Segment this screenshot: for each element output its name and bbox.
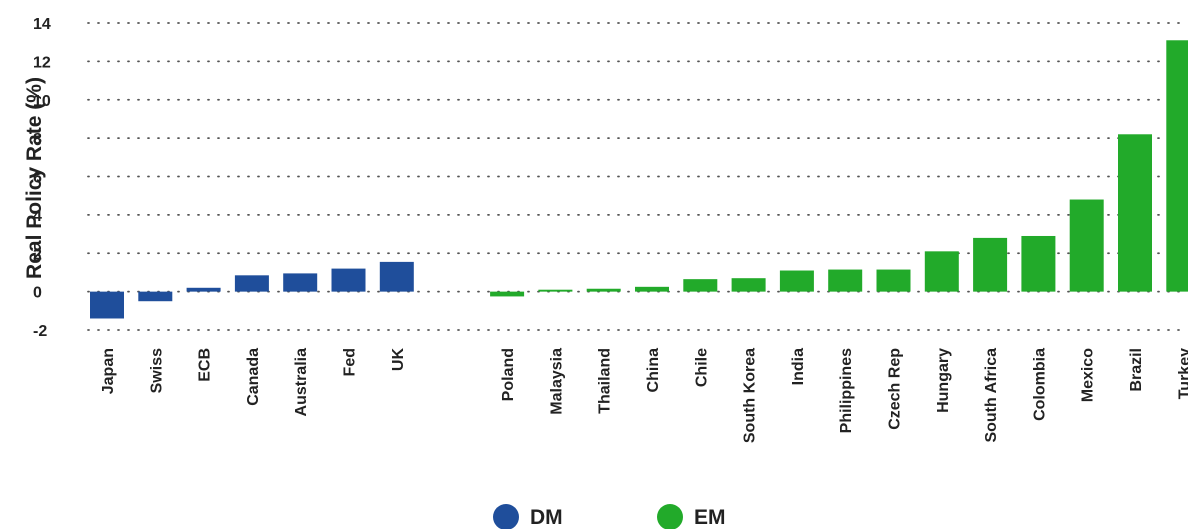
bar-canada <box>234 275 269 292</box>
bar-south-africa <box>973 237 1008 292</box>
x-tick-label: South Korea <box>742 348 759 443</box>
x-axis-categories: Japan Swiss ECB Canada Australia Fed UK Poland M… <box>100 348 1188 444</box>
x-tick-label: Thailand <box>597 348 614 414</box>
x-tick-label: India <box>790 348 807 385</box>
x-tick-label: Japan <box>100 348 117 394</box>
y-tick-label: 12 <box>33 54 51 71</box>
x-tick-label: Hungary <box>935 348 952 413</box>
y-tick-label: 8 <box>33 131 42 148</box>
legend-label-em: EM <box>694 506 726 529</box>
bar-india <box>779 270 814 292</box>
x-tick-label: Colombia <box>1031 348 1048 421</box>
bar-uk <box>379 261 414 292</box>
bar-malaysia <box>538 289 573 292</box>
bar-mexico <box>1069 199 1104 292</box>
bar-australia <box>283 273 318 292</box>
x-tick-label: Fed <box>342 348 359 376</box>
x-tick-label: South Africa <box>983 348 1000 443</box>
x-tick-label: Swiss <box>148 348 165 393</box>
x-tick-label: UK <box>390 348 407 372</box>
x-tick-label: Czech Rep <box>887 348 904 430</box>
bar-poland <box>490 291 525 297</box>
bar-ecb <box>186 287 221 292</box>
x-tick-label: Chile <box>693 348 710 387</box>
bar-thailand <box>586 288 621 292</box>
x-tick-label: Canada <box>245 348 262 406</box>
x-tick-label: ECB <box>197 348 214 382</box>
bar-philippines <box>828 269 863 292</box>
x-tick-label: Brazil <box>1128 348 1145 392</box>
x-tick-label: Mexico <box>1080 348 1097 402</box>
bar-japan <box>90 291 124 319</box>
legend-marker-em <box>657 504 683 529</box>
x-tick-label: Malaysia <box>548 348 565 415</box>
bar-fed <box>331 268 366 292</box>
y-tick-label: 10 <box>33 93 51 110</box>
bars <box>90 40 1188 319</box>
y-axis-ticks: -2 0 2 4 6 8 10 12 14 <box>33 16 51 340</box>
y-tick-label: 2 <box>33 246 42 263</box>
y-tick-label: 14 <box>33 16 51 33</box>
x-tick-label: Poland <box>500 348 517 401</box>
y-axis-label: Real Policy Rate (%) <box>23 77 46 279</box>
x-tick-label: Australia <box>293 348 310 417</box>
bar-hungary <box>924 251 959 292</box>
bar-brazil <box>1118 134 1152 292</box>
legend-label-dm: DM <box>530 506 563 529</box>
bar-czech-rep <box>876 269 911 292</box>
y-tick-label: 0 <box>33 285 42 302</box>
x-tick-label: Turkey <box>1176 348 1188 399</box>
y-tick-label: 6 <box>33 170 42 187</box>
bar-chile <box>683 279 718 292</box>
x-tick-label: Philippines <box>838 348 855 433</box>
bar-colombia <box>1021 235 1056 292</box>
bar-swiss <box>138 291 173 302</box>
y-tick-label: 4 <box>33 208 42 225</box>
bar-turkey <box>1166 40 1188 292</box>
bar-china <box>635 286 669 292</box>
bar-south-korea <box>731 278 766 292</box>
x-tick-label: China <box>645 348 662 393</box>
legend: DM EM <box>493 504 726 529</box>
legend-marker-dm <box>493 504 519 529</box>
y-tick-label: -2 <box>33 323 47 340</box>
